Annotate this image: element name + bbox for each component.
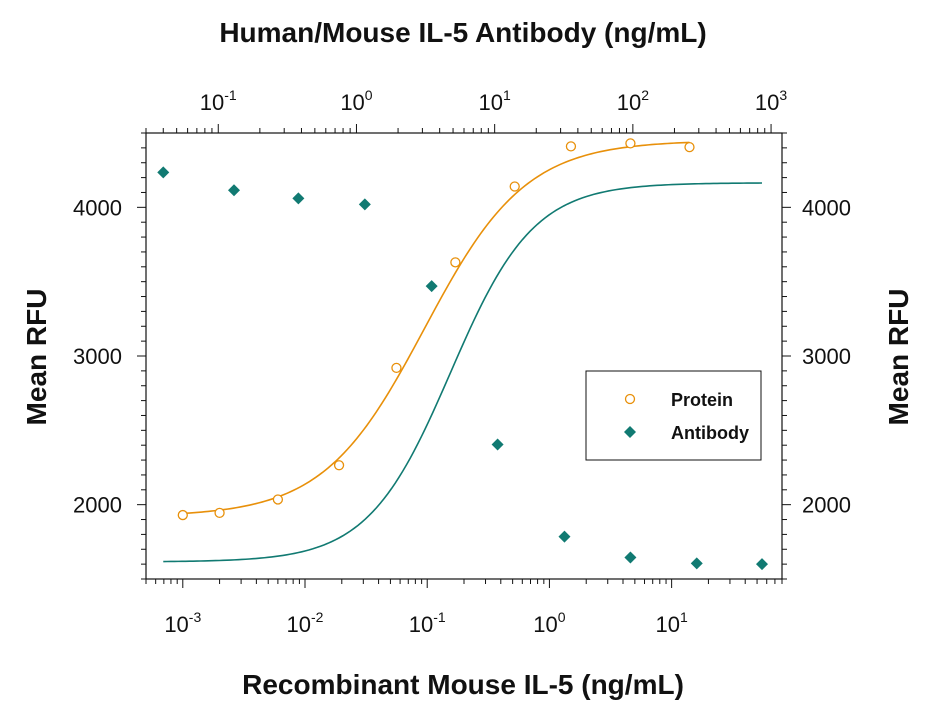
y-left-tick-label: 2000 [73,493,122,518]
y-axis-label-right: Mean RFU [883,289,914,426]
axis-ticks: 10-3 10-2 10-1 100 101 10-1 100 101 102 103 2000 20… [73,87,851,637]
x-bottom-tick-label: 10-3 [164,609,201,637]
legend: Protein Antibody [585,370,762,461]
chart-title: Human/Mouse IL-5 Antibody (ng/mL) [219,17,706,48]
antibody-data-point [228,184,241,197]
x-top-tick-label: 10-1 [200,87,237,115]
data-points [157,138,769,571]
antibody-data-point [157,166,170,179]
legend-protein-label: Protein [671,390,733,410]
x-axis-label: Recombinant Mouse IL-5 (ng/mL) [242,669,684,700]
x-bottom-tick-label: 10-1 [409,609,446,637]
protein-data-point [391,362,402,374]
protein-data-point [684,141,695,153]
antibody-data-point [558,530,571,543]
x-bottom-tick-label: 100 [533,609,565,637]
y-left-tick-label: 4000 [73,195,122,220]
antibody-data-point [358,198,371,211]
y-right-tick-label: 3000 [802,344,851,369]
antibody-data-point [624,551,637,564]
x-top-tick-label: 101 [479,87,511,115]
x-top-tick-label: 102 [617,87,649,115]
x-top-tick-label: 100 [340,87,372,115]
y-left-tick-label: 3000 [73,344,122,369]
protein-fit-curve [182,141,690,515]
y-right-tick-label: 2000 [802,493,851,518]
protein-data-point [625,138,636,149]
antibody-data-point [690,557,703,570]
protein-data-point [333,460,345,471]
protein-data-point [214,507,225,518]
antibody-data-point [756,558,769,571]
protein-data-point [272,494,284,505]
legend-antibody-marker [624,426,636,438]
x-bottom-tick-label: 10-2 [287,609,324,637]
protein-data-point [177,509,188,521]
legend-box [585,370,762,461]
antibody-data-point [491,438,504,451]
antibody-data-point [292,192,305,205]
y-axis-label-left: Mean RFU [21,289,52,426]
protein-data-point [450,257,461,268]
legend-antibody-label: Antibody [671,423,749,443]
protein-data-point [565,141,577,152]
fit-curves [163,141,763,563]
y-right-tick-label: 4000 [802,195,851,220]
x-bottom-tick-label: 101 [655,609,687,637]
protein-data-point [509,181,520,192]
antibody-data-point [425,280,438,293]
legend-protein-marker [624,393,636,405]
antibody-fit-curve [163,182,763,563]
plot-frame [145,132,783,580]
x-top-tick-label: 103 [755,87,787,115]
